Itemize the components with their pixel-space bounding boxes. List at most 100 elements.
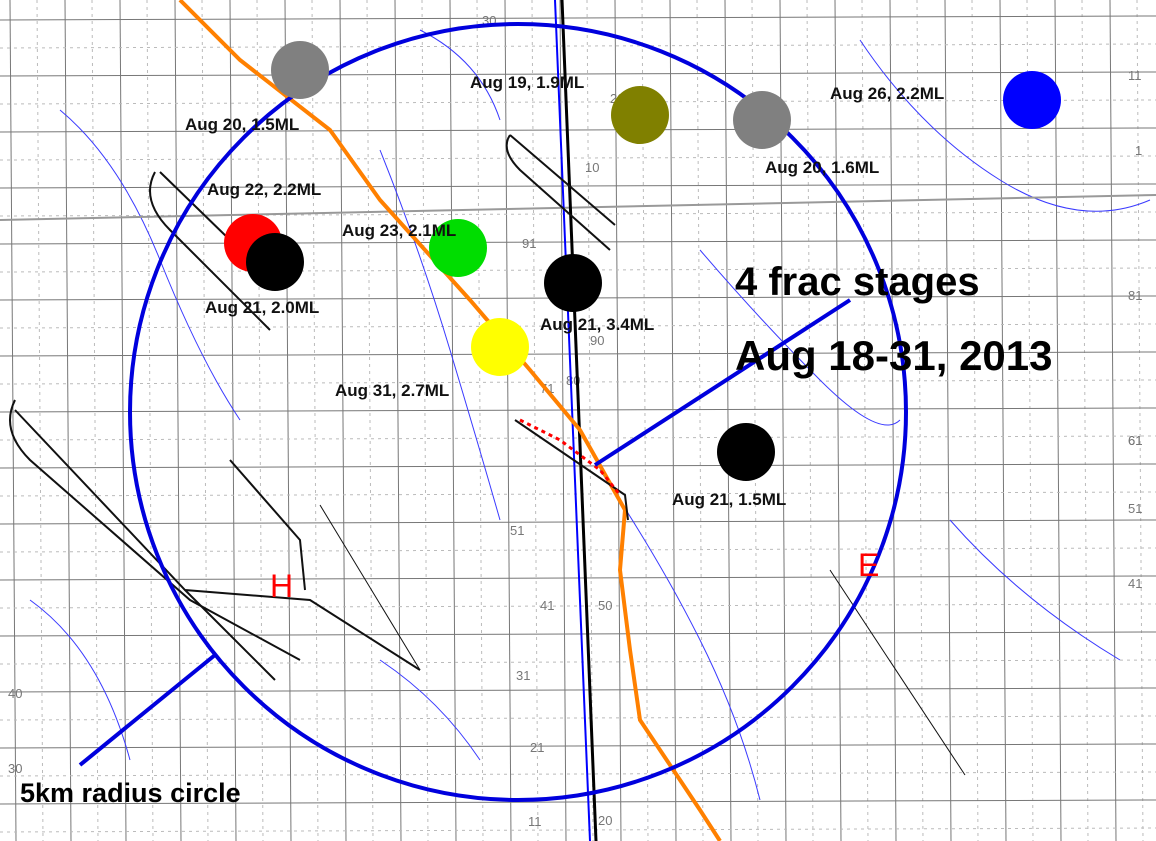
stages-label: 4 frac stages <box>735 260 980 304</box>
event-marker <box>471 318 529 376</box>
grid-line-minor <box>696 0 704 841</box>
grid-line <box>0 519 1156 525</box>
grid-line <box>0 799 1156 805</box>
grid-line-minor <box>366 0 374 841</box>
grid-line-minor <box>586 0 594 841</box>
grid-line-minor <box>256 0 264 841</box>
grid-number: 11 <box>528 814 542 829</box>
grid-number: 11 <box>1128 68 1142 83</box>
event-label: Aug 20, 1.5ML <box>185 115 299 134</box>
grid-line <box>669 0 677 841</box>
grid-line-minor <box>201 0 209 841</box>
grid-line <box>0 687 1156 693</box>
grid-number: 30 <box>8 761 22 776</box>
grid-line-minor <box>146 0 154 841</box>
grid-number: 40 <box>8 686 22 701</box>
grid-line <box>64 0 72 841</box>
grid-line-minor <box>531 0 539 841</box>
event-marker <box>271 41 329 99</box>
grid-line <box>449 0 457 841</box>
grid-line-minor <box>1026 0 1034 841</box>
grid-line <box>0 351 1156 357</box>
event-marker <box>246 233 304 291</box>
event-label: Aug 20, 1.6ML <box>765 158 879 177</box>
event-label: Aug 22, 2.2ML <box>207 180 321 199</box>
stages-pointer <box>593 298 852 467</box>
grid-number: 61 <box>1128 433 1142 448</box>
road-orange <box>178 0 722 841</box>
grid-line <box>0 631 1156 637</box>
event-label: Aug 23, 2.1ML <box>342 221 456 240</box>
grid-number: 41 <box>1128 576 1142 591</box>
grid-number: 1 <box>1135 143 1142 158</box>
event-marker <box>1003 71 1061 129</box>
grid-line-minor <box>311 0 319 841</box>
event-label: Aug 21, 2.0ML <box>205 298 319 317</box>
grid-number: 41 <box>540 598 554 613</box>
grid-number: 50 <box>598 598 612 613</box>
grid-line <box>0 463 1156 469</box>
radius-label: 5km radius circle <box>20 778 241 808</box>
event-label: Aug 21, 1.5ML <box>672 490 786 509</box>
grid-line-minor <box>476 0 484 841</box>
grid-number: 51 <box>510 523 524 538</box>
event-marker <box>717 423 775 481</box>
radius-circle <box>128 22 908 802</box>
grid-line <box>9 0 17 841</box>
grid-line <box>504 0 512 841</box>
grid-line <box>284 0 292 841</box>
event-marker <box>429 219 487 277</box>
grid-number: 61 <box>1128 433 1142 448</box>
grid-number: 31 <box>516 668 530 683</box>
township-line <box>0 194 1156 221</box>
grid-line-minor <box>91 0 99 841</box>
grid-line <box>889 0 897 841</box>
grid-number: 91 <box>522 236 536 251</box>
grid-line <box>0 575 1156 581</box>
grid-number: 81 <box>1128 288 1142 303</box>
well-h: H <box>270 568 293 604</box>
grid-line <box>0 239 1156 245</box>
grid-number: 10 <box>585 160 599 175</box>
grid-number: 20 <box>598 813 612 828</box>
event-marker <box>733 91 791 149</box>
grid-line-minor <box>36 0 44 841</box>
well-paths <box>9 134 966 776</box>
grid-line <box>999 0 1007 841</box>
grid-line <box>119 0 127 841</box>
grid-line <box>229 0 237 841</box>
grid-line-minor <box>1136 0 1144 841</box>
grid-line <box>0 127 1156 133</box>
circle-pointer <box>78 653 217 767</box>
events: Aug 20, 1.5ML Aug 19, 1.9ML Aug 20, 1.6ML A… <box>185 41 1061 509</box>
event-marker <box>544 254 602 312</box>
grid-line <box>339 0 347 841</box>
grid-line <box>614 0 622 841</box>
well-e: E <box>858 547 879 583</box>
event-label: Aug 21, 3.4ML <box>540 315 654 334</box>
grid-line-minor <box>861 0 869 841</box>
grid-line <box>1109 0 1117 841</box>
event-marker <box>611 86 669 144</box>
grid-line <box>174 0 182 841</box>
grid-line <box>0 183 1156 189</box>
grid-line <box>0 71 1156 77</box>
event-label: Aug 26, 2.2ML <box>830 84 944 103</box>
grid-number: 51 <box>1128 501 1142 516</box>
grid-line <box>0 15 1156 21</box>
grid-line-minor <box>806 0 814 841</box>
grid-line <box>1054 0 1062 841</box>
event-label: Aug 19, 1.9ML <box>470 73 584 92</box>
grid-line <box>0 743 1156 749</box>
grid-number: 21 <box>530 740 544 755</box>
grid-line <box>834 0 842 841</box>
highway-black <box>560 0 598 841</box>
grid-line <box>394 0 402 841</box>
grid-line-minor <box>421 0 429 841</box>
event-label: Aug 31, 2.7ML <box>335 381 449 400</box>
grid-number: 90 <box>590 333 604 348</box>
grid-line <box>724 0 732 841</box>
grid-line-minor <box>1081 0 1089 841</box>
